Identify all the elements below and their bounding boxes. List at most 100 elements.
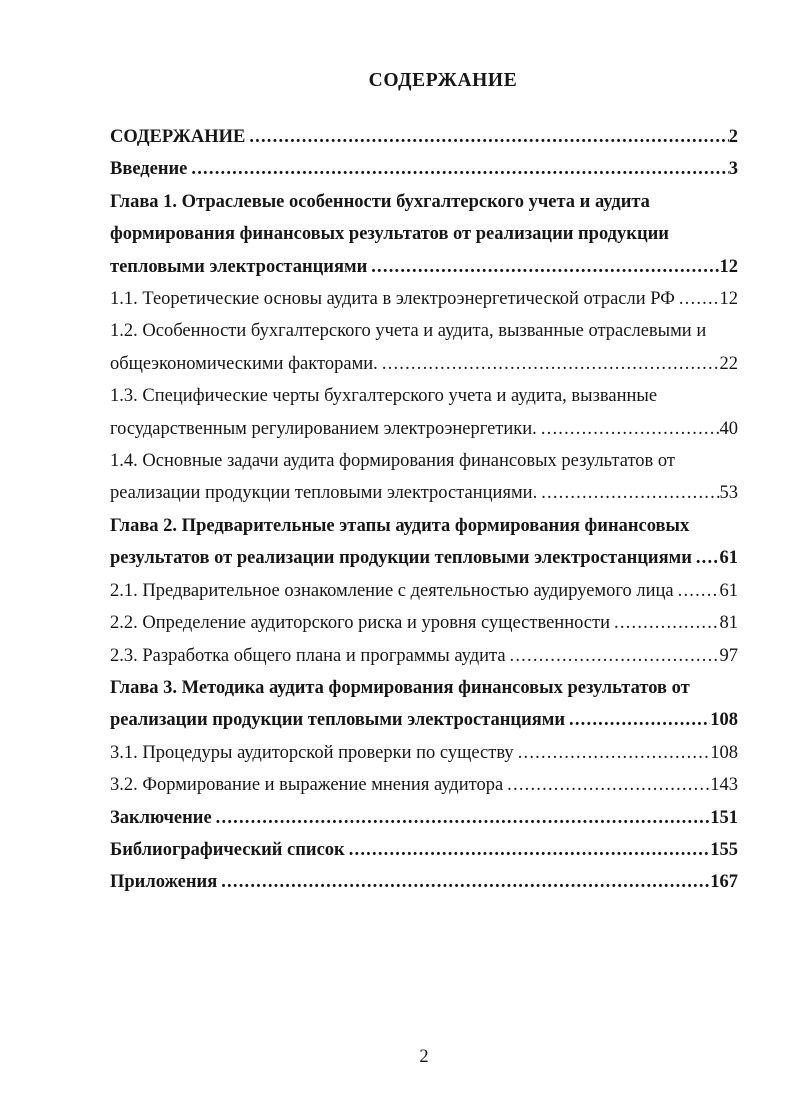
dot-leader [382,348,720,380]
toc-line: Библиографический список 155 [110,834,738,866]
toc-line: Заключение 151 [110,802,738,834]
toc-entry: Глава 2. Предварительные этапы аудита фо… [110,510,738,575]
toc-entry-text: Глава 3. Методика аудита формирования фи… [110,677,690,698]
toc-line: 1.1. Теоретические основы аудита в элект… [110,283,738,315]
toc-page-ref: 3 [728,159,738,180]
toc-entry-text: 1.3. Специфические черты бухгалтерского … [110,386,658,407]
toc-entry-text: Приложения [110,872,218,893]
toc-page-ref: 167 [710,872,738,893]
toc-line: 3.1. Процедуры аудиторской проверки по с… [110,737,738,769]
toc-entry-text: СОДЕРЖАНИЕ [110,127,246,147]
toc-line: 2.2. Определение аудиторского риска и ур… [110,607,738,639]
toc-page-ref: 22 [719,353,739,374]
table-of-contents: СОДЕРЖАНИЕ 2 Введение 3 Глава 1. Отраслевые … [110,121,738,899]
toc-entry-text: 1.2. Особенности бухгалтерского учета и … [110,321,707,342]
toc-entry-text: Глава 1. Отраслевые особенности бухгалте… [110,191,650,212]
toc-line: Введение 3 [110,153,738,185]
toc-entry-text: Заключение [110,807,212,828]
toc-page-ref: 143 [710,775,738,796]
toc-line: 1.4. Основные задачи аудита формирования… [110,445,738,477]
toc-line: результатов от реализации продукции тепл… [110,542,738,574]
toc-line: тепловыми электростанциями 12 [110,251,738,283]
toc-entry: 1.1. Теоретические основы аудита в элект… [110,283,738,315]
toc-entry: Введение 3 [110,153,738,185]
dot-leader [614,607,719,639]
toc-entry: 2.3. Разработка общего плана и программы… [110,640,738,672]
toc-entry-text: 3.2. Формирование и выражение мнения ауд… [110,775,504,796]
toc-entry: 3.1. Процедуры аудиторской проверки по с… [110,737,738,769]
toc-entry: Глава 3. Методика аудита формирования фи… [110,672,738,737]
dot-leader [349,834,711,866]
toc-entry-text: тепловыми электростанциями [110,256,368,277]
toc-page-ref: 2 [728,127,738,147]
toc-entry-text: 1.4. Основные задачи аудита формирования… [110,451,675,472]
toc-entry-text: реализации продукции тепловыми электрост… [110,483,538,504]
toc-entry-text: формирования финансовых результатов от р… [110,224,669,245]
toc-entry: Библиографический список 155 [110,834,738,866]
toc-page-ref: 108 [710,742,738,763]
toc-entry: Приложения 167 [110,866,738,898]
dot-leader [216,802,711,834]
toc-page-ref: 81 [719,613,739,634]
toc-entry: СОДЕРЖАНИЕ 2 [110,121,738,153]
toc-entry-text: реализации продукции тепловыми электрост… [110,710,566,731]
toc-line: общеэкономическими факторами. 22 [110,348,738,380]
toc-page-ref: 12 [719,289,739,310]
toc-page-ref: 155 [710,839,738,860]
toc-page-ref: 151 [710,807,738,828]
dot-leader [191,153,728,185]
toc-entry: Глава 1. Отраслевые особенности бухгалте… [110,186,738,283]
dot-leader [541,413,720,445]
toc-line: Приложения 167 [110,866,738,898]
toc-line: Глава 2. Предварительные этапы аудита фо… [110,510,738,542]
toc-entry: 2.1. Предварительное ознакомление с деят… [110,575,738,607]
dot-leader [679,283,720,315]
dot-leader [510,640,720,672]
toc-page-ref: 97 [719,645,739,666]
toc-entry-text: Глава 2. Предварительные этапы аудита фо… [110,515,690,536]
dot-leader [249,121,728,153]
toc-line: государственным регулированием электроэн… [110,413,738,445]
toc-entry: 2.2. Определение аудиторского риска и ур… [110,607,738,639]
toc-line: реализации продукции тепловыми электрост… [110,704,738,736]
toc-page-ref: 40 [719,418,739,439]
toc-entry: 1.3. Специфические черты бухгалтерского … [110,380,738,445]
dot-leader [541,477,719,509]
toc-entry-text: результатов от реализации продукции тепл… [110,548,692,569]
toc-line: формирования финансовых результатов от р… [110,218,738,250]
toc-entry-text: Введение [110,159,188,180]
toc-line: 1.3. Специфические черты бухгалтерского … [110,380,738,412]
dot-leader [371,251,719,283]
toc-line: реализации продукции тепловыми электрост… [110,477,738,509]
toc-line: Глава 1. Отраслевые особенности бухгалте… [110,186,738,218]
toc-page-ref: 61 [719,548,739,569]
dot-leader [518,737,711,769]
toc-page-ref: 61 [719,580,739,601]
page-title: СОДЕРЖАНИЕ [368,70,518,91]
toc-entry-text: 2.2. Определение аудиторского риска и ур… [110,613,611,634]
toc-entry: 1.2. Особенности бухгалтерского учета и … [110,315,738,380]
toc-entry-text: 1.1. Теоретические основы аудита в элект… [110,289,675,310]
dot-leader [507,769,710,801]
toc-line: Глава 3. Методика аудита формирования фи… [110,672,738,704]
toc-entry-text: Библиографический список [110,839,345,860]
toc-line: СОДЕРЖАНИЕ 2 [110,121,738,153]
footer-page-number: 2 [419,1047,429,1067]
toc-line: 3.2. Формирование и выражение мнения ауд… [110,769,738,801]
toc-entry-text: общеэкономическими факторами. [110,353,378,374]
toc-page-ref: 12 [719,256,739,277]
toc-entry: Заключение 151 [110,802,738,834]
dot-leader [678,575,720,607]
dot-leader [569,704,710,736]
toc-page-ref: 53 [719,483,739,504]
toc-entry-text: государственным регулированием электроэн… [110,418,537,439]
dot-leader [221,866,710,898]
toc-line: 2.1. Предварительное ознакомление с деят… [110,575,738,607]
toc-line: 2.3. Разработка общего плана и программы… [110,640,738,672]
toc-page-ref: 108 [710,710,738,731]
toc-entry-text: 2.3. Разработка общего плана и программы… [110,645,506,666]
toc-entry-text: 3.1. Процедуры аудиторской проверки по с… [110,742,514,763]
dot-leader [696,542,720,574]
toc-entry-text: 2.1. Предварительное ознакомление с деят… [110,580,674,601]
